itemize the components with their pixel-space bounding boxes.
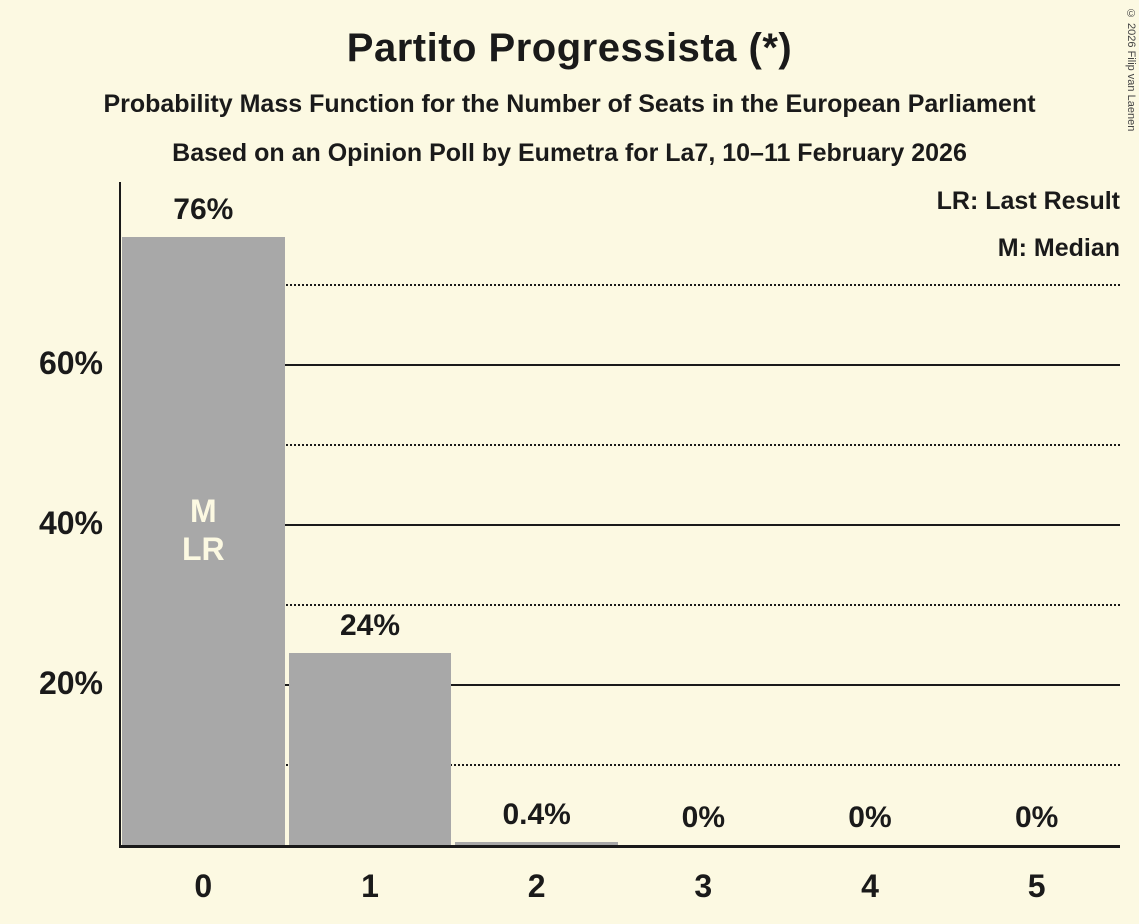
bar-value-label-3: 0% [681, 801, 725, 834]
y-tick-label-40: 40% [38, 505, 103, 541]
gridline-dotted-10 [122, 764, 1120, 766]
chart-subtitle: Probability Mass Function for the Number… [103, 90, 1036, 118]
gridline-solid-60 [122, 364, 1120, 366]
bar-seats-1 [288, 653, 452, 845]
bar-seats-0 [122, 237, 285, 845]
chart-title: Partito Progressista (*) [346, 26, 793, 70]
x-tick-label-5: 5 [1027, 868, 1046, 904]
gridline-solid-20 [122, 684, 1120, 686]
chart-poll-source: Based on an Opinion Poll by Eumetra for … [172, 139, 967, 167]
x-tick-label-1: 1 [361, 868, 379, 904]
x-tick-label-0: 0 [194, 868, 213, 904]
y-tick-label-60: 60% [38, 345, 103, 381]
gridline-dotted-70 [122, 284, 1120, 286]
gridline-dotted-30 [122, 604, 1120, 606]
bar-value-label-1: 24% [339, 609, 400, 642]
gridline-dotted-50 [122, 444, 1120, 446]
legend-median: M: Median [997, 234, 1120, 262]
gridline-solid-40 [122, 524, 1120, 526]
x-tick-label-3: 3 [694, 868, 713, 904]
bar-value-label-4: 0% [848, 801, 892, 834]
bar-annotation-line: LR [182, 531, 225, 567]
y-tick-label-20: 20% [38, 665, 103, 701]
x-tick-label-2: 2 [527, 868, 546, 904]
bar-annotation-0: M LR [120, 492, 287, 568]
bar-value-label-5: 0% [1014, 801, 1059, 834]
bar-annotation-line: M [190, 493, 217, 529]
y-axis-line [119, 182, 121, 848]
bar-value-label-2: 0.4% [502, 798, 571, 831]
legend-last-result: LR: Last Result [936, 187, 1120, 215]
copyright-notice: © 2026 Filip van Laenen [1125, 8, 1137, 132]
x-tick-label-4: 4 [861, 868, 879, 904]
bar-seats-2 [455, 842, 618, 845]
x-axis-line [119, 845, 1120, 848]
bar-value-label-0: 76% [173, 193, 234, 226]
